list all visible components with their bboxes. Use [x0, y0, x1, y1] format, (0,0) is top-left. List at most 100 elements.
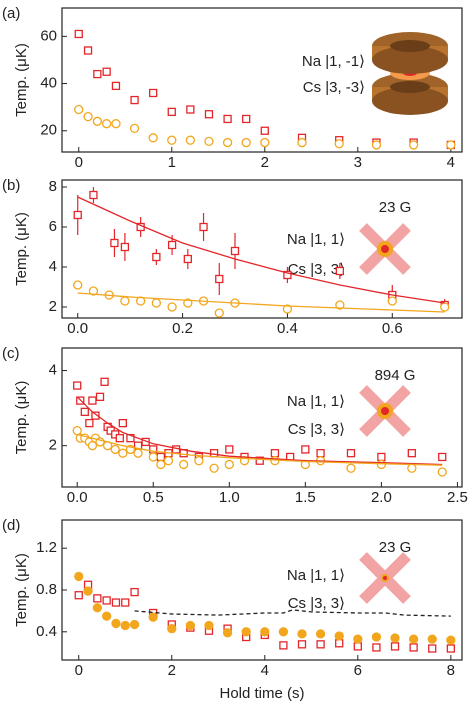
y-tick-label: 0.4: [36, 623, 57, 640]
data-point: [111, 618, 121, 629]
data-point: [315, 629, 326, 639]
annotation: Na |1, 1⟩: [287, 231, 345, 248]
data-point: [222, 628, 233, 638]
x-tick-label: 8: [447, 662, 455, 679]
data-point: [222, 137, 233, 148]
data-point: [194, 456, 204, 466]
x-tick-label: 4: [261, 662, 269, 679]
data-point: [297, 629, 307, 639]
data-point: [179, 459, 189, 470]
beam-icon: [359, 223, 411, 275]
data-point: [335, 639, 344, 648]
data-point: [130, 587, 139, 597]
data-point: [334, 139, 344, 149]
x-tick-label: 0: [75, 662, 83, 679]
y-axis-label: Temp. (μK): [13, 381, 30, 455]
beam-icon: [359, 385, 411, 437]
panel-label: (d): [2, 517, 20, 534]
data-point: [407, 449, 416, 458]
data-point: [93, 594, 102, 603]
data-point: [204, 136, 214, 147]
data-point: [316, 640, 325, 649]
data-point: [278, 627, 289, 637]
x-tick-label: 2: [261, 154, 269, 171]
annotation: Cs |3, -3⟩: [303, 79, 365, 96]
y-axis-label: Temp. (μK): [13, 43, 30, 117]
x-axis-label: Hold time (s): [219, 685, 304, 702]
data-point: [204, 110, 214, 119]
data-point: [74, 571, 84, 582]
data-point: [408, 140, 419, 150]
x-tick-label: 4: [447, 154, 455, 171]
data-point: [91, 411, 100, 420]
panel-label: (b): [2, 177, 20, 194]
data-point: [93, 69, 102, 79]
x-tick-label: 2.0: [371, 489, 392, 506]
plot-frame: [61, 347, 463, 488]
data-point: [270, 449, 280, 458]
data-point: [223, 114, 232, 124]
x-tick-label: 0.5: [143, 489, 164, 506]
data-point: [242, 114, 251, 124]
data-point: [387, 296, 397, 306]
data-point: [283, 270, 292, 280]
data-point: [377, 452, 386, 462]
data-point: [297, 640, 307, 649]
annotation: 894 G: [375, 367, 416, 384]
data-point: [282, 304, 293, 314]
data-point: [102, 119, 112, 129]
data-point: [255, 456, 264, 465]
data-point: [204, 620, 214, 631]
data-point: [209, 463, 219, 473]
data-point: [83, 111, 93, 122]
data-point: [129, 619, 140, 630]
data-point: [151, 298, 162, 308]
data-point: [92, 116, 102, 126]
data-point: [73, 280, 83, 290]
y-tick-label: 4: [49, 362, 57, 379]
data-point: [163, 456, 174, 466]
data-point: [148, 133, 158, 143]
data-point: [241, 137, 251, 148]
data-point: [115, 434, 124, 443]
data-point: [148, 612, 158, 622]
data-point: [83, 46, 93, 55]
data-point: [121, 598, 130, 607]
annotation: Cs |3, 3⟩: [288, 421, 345, 438]
data-point: [241, 627, 251, 637]
fit-line: [77, 433, 443, 466]
data-point: [167, 302, 177, 312]
data-point: [335, 266, 345, 276]
y-axis-label: Temp. (μK): [13, 212, 30, 286]
data-point: [215, 274, 224, 284]
data-point: [89, 190, 98, 200]
y-tick-label: 2: [49, 437, 57, 454]
data-point: [427, 634, 437, 644]
data-point: [440, 302, 450, 312]
data-point: [185, 135, 196, 145]
data-point: [260, 137, 270, 148]
data-point: [437, 467, 447, 477]
x-tick-label: 1: [168, 154, 176, 171]
x-tick-label: 0.4: [277, 320, 298, 337]
x-tick-label: 1.0: [219, 489, 240, 506]
data-point: [102, 596, 111, 605]
data-point: [95, 392, 105, 401]
data-point: [446, 140, 456, 150]
data-point: [407, 463, 417, 473]
data-point: [152, 252, 161, 262]
y-tick-label: 40: [40, 75, 57, 92]
data-point: [167, 135, 177, 145]
data-point: [133, 448, 143, 458]
data-point: [167, 240, 177, 250]
data-point: [376, 459, 387, 470]
data-point: [297, 137, 307, 148]
data-point: [260, 627, 270, 637]
x-tick-label: 0.0: [67, 489, 88, 506]
y-tick-label: 4: [49, 258, 57, 275]
data-point: [167, 107, 176, 117]
data-point: [102, 611, 112, 621]
annotation: Na |1, -1⟩: [302, 53, 365, 70]
data-point: [149, 88, 158, 98]
